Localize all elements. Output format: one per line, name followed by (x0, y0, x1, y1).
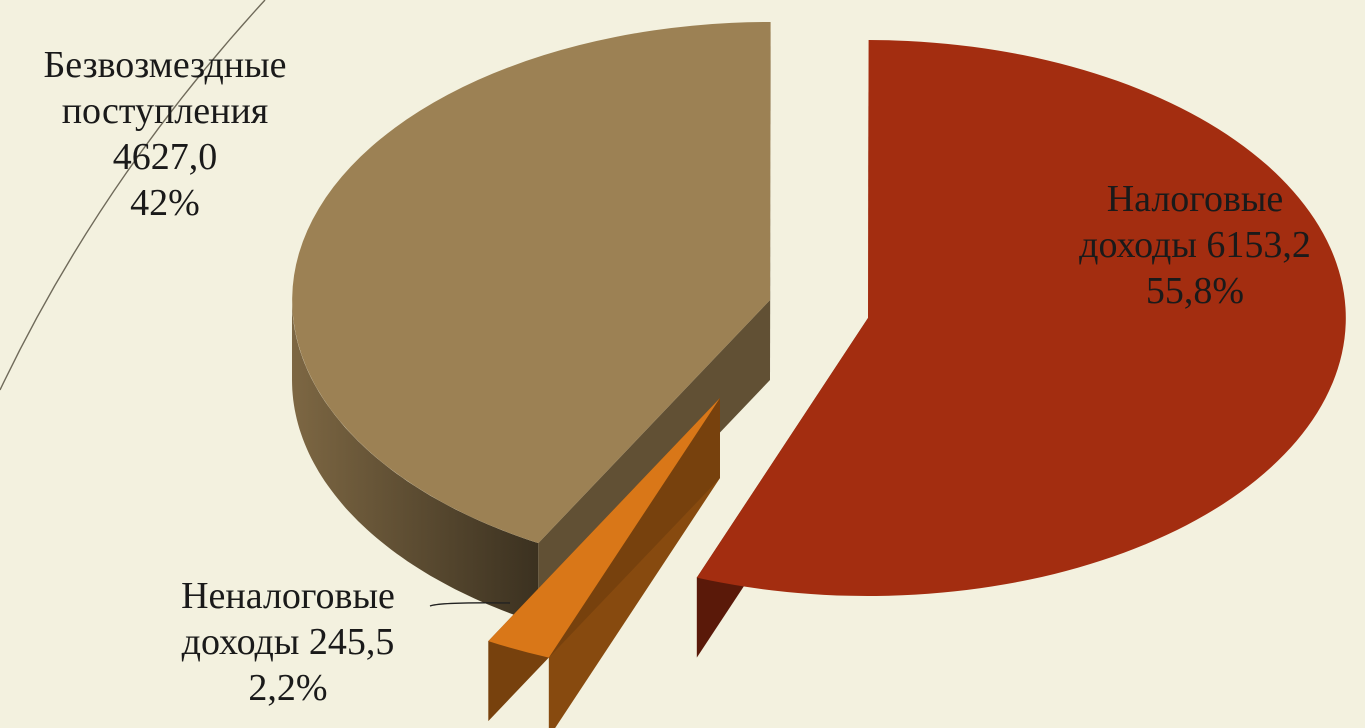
slice-label-percent: 42% (130, 182, 200, 224)
slice-label-name-value: доходы 245,5 (181, 621, 395, 663)
slice-label-bezvozmezdnye: Безвозмездные поступления 4627,0 42% (0, 42, 330, 226)
slice-label-name: Налоговые (1106, 178, 1284, 220)
pie-top-faces (292, 21, 1346, 658)
slice-top-1 (696, 40, 1346, 596)
slice-top-0 (292, 21, 771, 544)
leader-lines (429, 602, 511, 607)
slice-side-0 (292, 300, 539, 624)
slice-label-name: Неналоговые (181, 575, 395, 617)
slice-label-name-value: доходы 6153,2 (1079, 224, 1311, 266)
slice-label-value: 4627,0 (112, 136, 218, 178)
slice-cut-0-1 (770, 22, 771, 380)
slice-label-nenalogovye: Неналоговые доходы 245,5 2,2% (118, 573, 458, 711)
slice-top-2 (488, 398, 720, 658)
slice-label-percent: 55,8% (1145, 270, 1245, 312)
decorative-arc (0, 0, 266, 391)
slice-label-name-1: Безвозмездные (43, 44, 287, 86)
slice-label-name-2: поступления (61, 90, 269, 132)
slice-label-percent: 2,2% (248, 667, 328, 709)
slice-label-nalogovye: Налоговые доходы 6153,2 55,8% (1030, 176, 1360, 314)
leader-line-nenalogovye (429, 602, 511, 607)
decorative-curve (0, 0, 266, 391)
